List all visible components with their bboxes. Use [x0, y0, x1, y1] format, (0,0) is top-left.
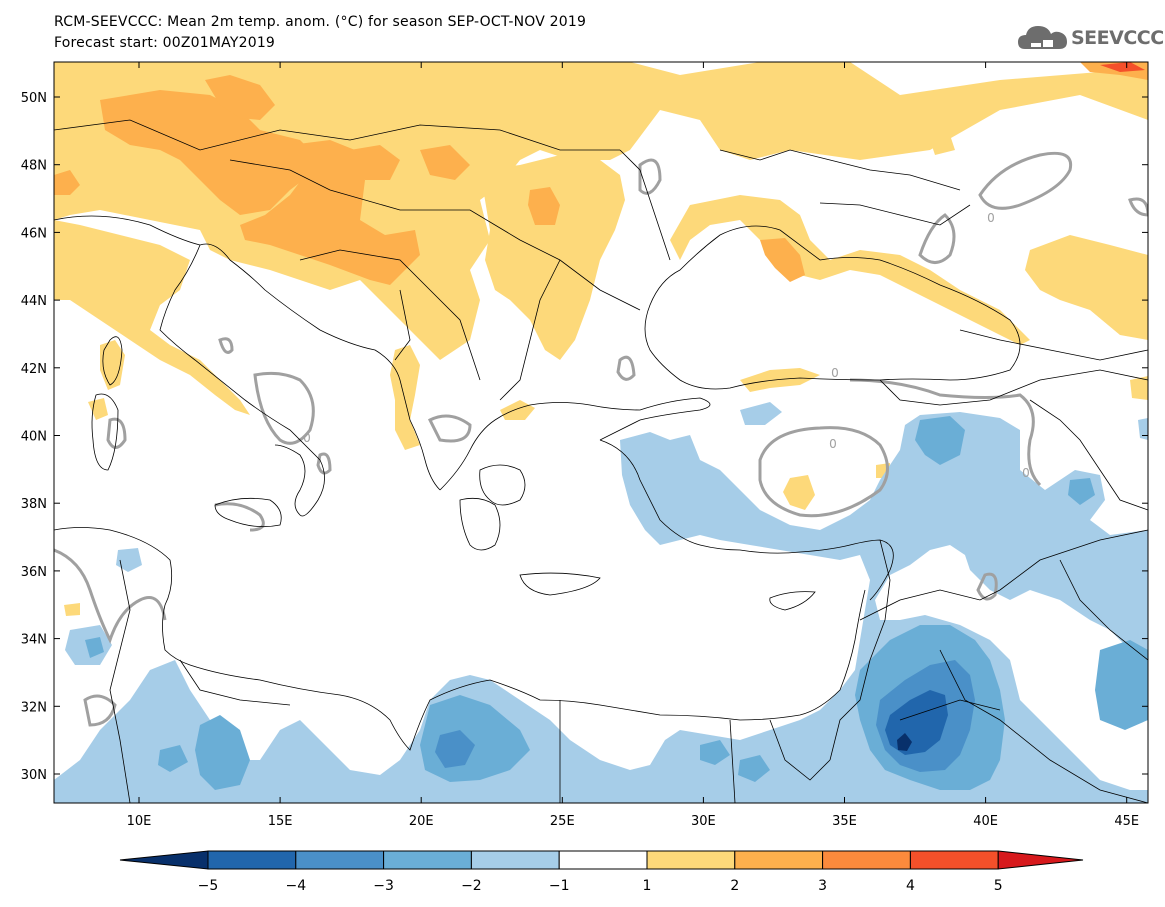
colorbar-label: −1	[549, 878, 570, 894]
lon-label: 45E	[1114, 814, 1139, 829]
lon-label: 35E	[832, 814, 857, 829]
lon-label: 20E	[409, 814, 434, 829]
lat-label: 50N	[21, 91, 47, 106]
colorbar-segment	[207, 850, 297, 870]
lat-label: 48N	[21, 159, 47, 174]
colorbar-segment	[470, 850, 560, 870]
colorbar-label: 1	[643, 878, 652, 894]
map-title: RCM-SEEVCCC: Mean 2m temp. anom. (°C) fo…	[54, 14, 587, 30]
zero-contours	[54, 151, 1148, 727]
lon-label: 25E	[550, 814, 575, 829]
lon-label: 30E	[691, 814, 716, 829]
lat-label: 32N	[21, 700, 47, 715]
map-frame	[53, 61, 1149, 804]
contour-labels: 0 0 0 0 0	[303, 211, 1030, 480]
colorbar-segment	[822, 850, 911, 870]
lat-label: 30N	[21, 768, 47, 783]
lon-label: 40E	[973, 814, 998, 829]
contour-label: 0	[1022, 466, 1030, 480]
contour-label: 0	[987, 211, 995, 225]
extreme-cool-spot	[897, 733, 912, 751]
coastlines-borders	[54, 119, 1148, 803]
lon-label: 15E	[268, 814, 293, 829]
lat-label: 40N	[21, 430, 47, 445]
longitude-axis: 10E 15E 20E 25E 30E 35E 40E 45E	[127, 62, 1139, 829]
colorbar-label: 3	[818, 878, 827, 894]
colorbar-segment	[909, 850, 999, 870]
colorbar-label: −4	[285, 878, 306, 894]
lat-label: 34N	[21, 633, 47, 648]
colorbar-segment	[558, 850, 648, 870]
colorbar-low-extension	[119, 850, 209, 870]
logo-text: SEEVCCC	[1071, 27, 1164, 49]
colorbar-segment	[295, 850, 385, 870]
cloud-icon	[1018, 26, 1067, 49]
contour-label: 0	[831, 366, 839, 380]
colorbar-high-extension	[997, 850, 1084, 870]
colorbar-label: −2	[461, 878, 482, 894]
lat-label: 44N	[21, 294, 47, 309]
colorbar-label: −5	[198, 878, 219, 894]
contour-label: 0	[303, 431, 311, 445]
colorbar-label: 5	[994, 878, 1003, 894]
seevccc-logo: SEEVCCC	[1017, 22, 1164, 54]
forecast-start-label: Forecast start: 00Z01MAY2019	[54, 35, 276, 51]
lat-label: 36N	[21, 565, 47, 580]
contour-label: 0	[829, 437, 837, 451]
hot-spot	[1100, 62, 1145, 72]
lat-label: 42N	[21, 362, 47, 377]
colorbar-label: −3	[373, 878, 394, 894]
warmer-anomaly-regions	[54, 62, 1148, 285]
lat-label: 38N	[21, 497, 47, 512]
latitude-axis: 50N 48N 46N 44N 42N 40N 38N 36N 34N 32N 30N	[21, 91, 1148, 783]
lat-label: 46N	[21, 226, 47, 241]
colorbar-label: 4	[906, 878, 915, 894]
colorbar-segment	[646, 850, 736, 870]
anomaly-field: 0 0 0 0 0	[54, 62, 1148, 803]
colorbar-label: 2	[730, 878, 739, 894]
colorbar-segment	[734, 850, 824, 870]
lon-label: 10E	[127, 814, 152, 829]
colorbar: −5 −4 −3 −2 −1 1 2 3 4 5	[119, 850, 1084, 894]
colorbar-segment	[383, 850, 472, 870]
